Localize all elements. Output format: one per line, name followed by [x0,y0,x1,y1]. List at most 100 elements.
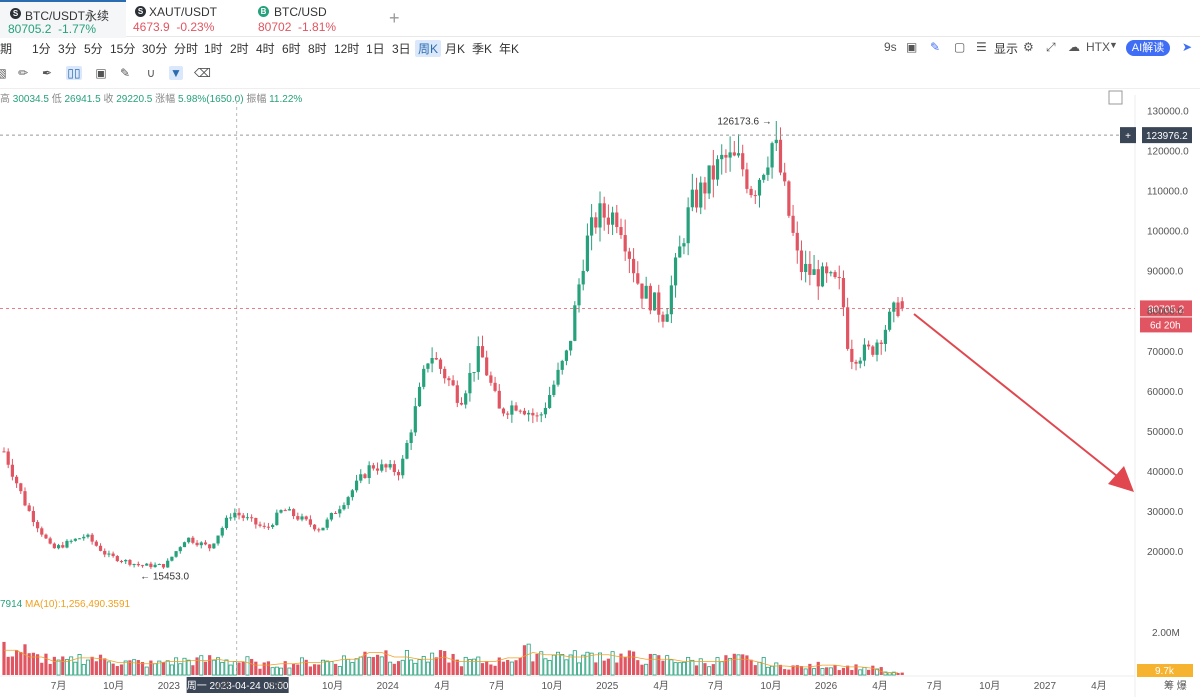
interval-timeline[interactable]: 分时 [174,42,199,56]
volume-bar [749,659,753,675]
interval-3m[interactable]: 3分 [58,42,77,56]
filter-icon[interactable]: ▼ [169,66,183,80]
volume-bar [451,653,455,675]
exchange-select[interactable]: HTX [1086,40,1110,54]
volume-bar [341,655,346,676]
settings-icon[interactable]: ⚙ [1023,40,1034,54]
interval-15m[interactable]: 15分 [110,42,136,56]
camera-icon[interactable]: ▣ [906,40,918,54]
candle-body [279,510,283,513]
candle-body [182,542,187,548]
interval-5m[interactable]: 5分 [84,42,103,56]
volume-bar [270,667,275,676]
candle-body [678,246,682,258]
volume-bar [425,661,430,676]
candle-body [766,167,770,175]
interval-3d[interactable]: 3日 [392,42,411,56]
volume-bar [27,653,31,675]
crop-icon[interactable]: ▢ [954,40,966,54]
interval-yearly[interactable]: 年K [499,42,520,56]
candle-body [392,464,396,473]
interval-6h[interactable]: 6时 [282,42,301,56]
volume-bar [665,655,670,676]
candle-body [187,537,191,543]
candle-body [774,139,778,144]
add-tab-button[interactable]: + [389,8,400,28]
volume-bar [136,660,140,675]
volume-bar [354,658,359,676]
volume-bar [837,670,841,675]
interval-weekly[interactable]: 周K [415,40,442,57]
share-icon[interactable]: ➤ [1182,40,1193,54]
list-icon[interactable]: ☰ [976,40,987,54]
interval-monthly[interactable]: 月K [445,42,466,56]
candle-body [820,266,825,287]
lock-icon[interactable]: ▣ [95,66,107,80]
ai-analysis-button[interactable]: AI解读 [1126,40,1170,56]
volume-bar [594,662,598,675]
period-label[interactable]: 期 [0,42,13,56]
volume-bar [493,665,497,675]
volume-bar [455,659,459,675]
volume-bar [56,659,61,676]
candle-body [254,517,258,525]
volume-bar [144,666,149,676]
candle-body [241,515,245,518]
tab-btc-usdt-perp[interactable]: S BTC/USDT永续 80705.2 -1.77% [0,0,126,38]
volume-bar [350,662,355,676]
volume-bar [320,659,325,676]
interval-2h[interactable]: 2时 [230,42,249,56]
volume-bar [497,657,501,675]
interval-1d[interactable]: 1日 [366,42,385,56]
volume-bar [98,654,103,675]
display-toggle[interactable]: 显示 [994,42,1019,56]
candle-body [778,139,783,173]
volume-bar [862,666,867,676]
ray-icon[interactable]: ▧ [0,66,7,80]
interval-1h[interactable]: 1时 [204,42,223,56]
candle-body [258,524,262,526]
brush-icon[interactable]: ✒ [41,66,53,80]
volume-bar [501,661,506,675]
candle-body [506,413,510,415]
interval-quarterly[interactable]: 季K [472,42,493,56]
volume-bar [753,665,757,675]
candle-body [527,412,531,415]
candle-body [35,522,40,529]
interval-8h[interactable]: 8时 [308,42,327,56]
trash-icon[interactable]: ⌫ [194,66,211,80]
tab-xaut-usdt[interactable]: S XAUT/USDT 4673.9 -0.23% [127,0,251,36]
candle-body [837,277,841,279]
x-tick-label: 4月 [1091,680,1107,692]
candle-body [161,563,166,568]
x-tick-label: 7月 [51,680,67,692]
volume-bar [85,659,90,676]
candle-tool-icon[interactable]: ▯▯ [66,66,82,80]
volume-bar [182,657,187,676]
candle-body [871,346,875,355]
volume-bar [467,659,472,676]
chevron-down-icon[interactable]: ▼ [1109,40,1118,50]
pen-icon[interactable]: ✏ [17,66,29,80]
note-icon[interactable]: ✎ [119,66,131,80]
interval-1m[interactable]: 1分 [32,42,51,56]
magnet-icon[interactable]: ∪ [146,66,156,80]
candle-body [359,474,363,481]
interval-4h[interactable]: 4时 [256,42,275,56]
interval-12h[interactable]: 12时 [334,42,360,56]
tab-btc-usd[interactable]: B BTC/USD 80702 -1.81% [252,0,376,36]
candle-body [409,432,413,443]
volume-bar [430,652,435,676]
candle-body [480,346,485,358]
pencil-icon[interactable]: ✎ [930,40,941,54]
candle-body [585,235,590,271]
fullscreen-icon[interactable]: ⤢ [1046,40,1056,54]
volume-bar [598,652,603,676]
interval-30m[interactable]: 30分 [142,42,168,56]
tab-symbol: XAUT/USDT [149,5,218,19]
candle-body [153,564,157,568]
candle-body [606,217,610,225]
volume-bar [745,655,749,675]
candle-body [816,269,820,287]
